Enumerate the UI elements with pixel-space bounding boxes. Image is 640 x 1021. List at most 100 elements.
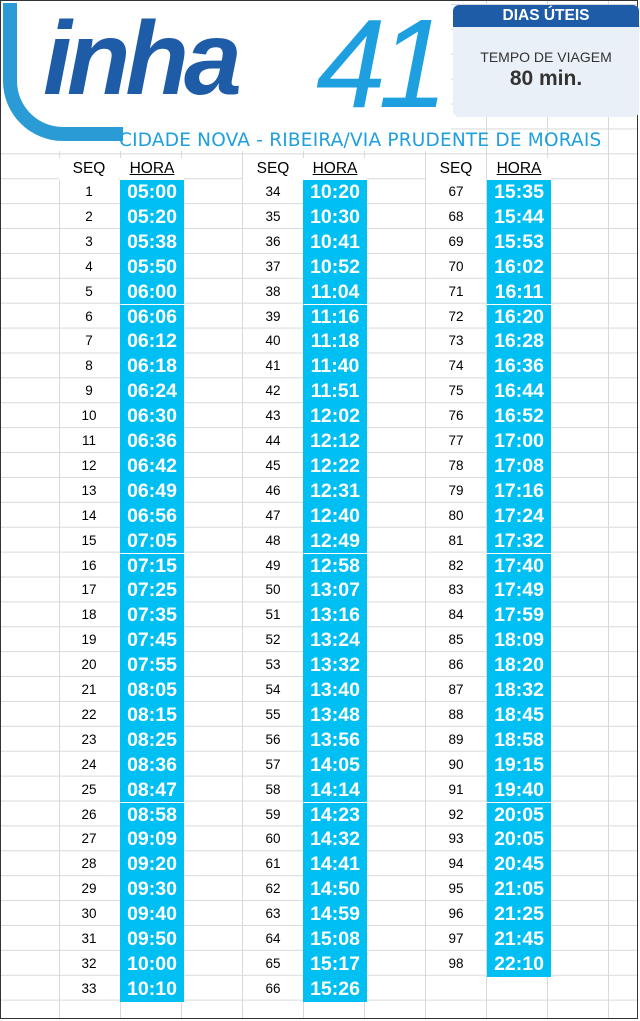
seq-cell: 39 (265, 308, 281, 324)
departure-time: 14:59 (303, 902, 367, 927)
seq-cell: 33 (81, 980, 97, 996)
departure-time: 12:31 (303, 478, 367, 504)
route-name: CIDADE NOVA - RIBEIRA/VIA PRUDENTE DE MO… (119, 130, 602, 151)
seq-cell: 87 (448, 682, 464, 697)
departure-time: 07:15 (120, 553, 184, 579)
departure-time: 14:23 (303, 802, 367, 828)
departure-time: 10:30 (303, 204, 367, 230)
departure-time: 14:32 (303, 827, 367, 853)
departure-time: 05:20 (120, 204, 184, 230)
departure-time: 16:44 (487, 379, 551, 405)
hora-header: HORA (487, 158, 551, 180)
seq-cell: 45 (265, 457, 281, 473)
seq-cell: 82 (448, 557, 464, 573)
departure-time: 14:41 (303, 852, 367, 878)
seq-cell: 41 (265, 358, 281, 374)
departure-time: 07:25 (120, 578, 184, 604)
departure-time: 18:09 (487, 628, 551, 654)
seq-cell: 36 (265, 233, 281, 249)
seq-cell: 84 (448, 607, 464, 623)
seq-cell: 42 (265, 383, 281, 399)
seq-cell: 22 (81, 706, 97, 722)
departure-time: 08:36 (120, 752, 184, 778)
seq-cell: 64 (265, 931, 281, 946)
seq-cell: 57 (265, 756, 281, 772)
seq-cell: 16 (81, 557, 97, 573)
seq-cell: 60 (265, 831, 281, 847)
departure-time: 10:10 (120, 976, 184, 1002)
departure-time: 10:20 (303, 180, 367, 205)
departure-time: 14:05 (303, 752, 367, 778)
seq-cell: 80 (448, 507, 464, 523)
seq-cell: 43 (265, 408, 281, 424)
departure-time: 20:45 (487, 852, 551, 878)
departure-time: 15:26 (303, 976, 367, 1002)
departure-time: 08:47 (120, 777, 184, 803)
seq-cell: 75 (448, 383, 464, 399)
seq-cell: 55 (265, 706, 281, 722)
departure-time: 11:16 (303, 304, 367, 330)
hora-header: HORA (303, 158, 367, 180)
departure-time: 10:52 (303, 254, 367, 280)
departure-time: 06:18 (120, 354, 184, 380)
seq-cell: 78 (448, 457, 464, 473)
departure-time: 16:28 (487, 329, 551, 355)
departure-time: 17:16 (487, 478, 551, 504)
departure-time: 09:50 (120, 927, 184, 952)
seq-cell: 10 (81, 408, 97, 424)
seq-cell: 28 (81, 856, 97, 872)
seq-cell: 29 (81, 881, 97, 897)
seq-header: SEQ (243, 158, 303, 180)
travel-time-value: 80 min. (509, 67, 583, 90)
departure-time: 17:24 (487, 503, 551, 529)
departure-time: 18:58 (487, 727, 551, 753)
seq-cell: 63 (265, 906, 281, 922)
departure-time: 08:05 (120, 678, 184, 703)
departure-time: 14:14 (303, 777, 367, 803)
seq-cell: 6 (85, 308, 93, 324)
departure-time: 18:45 (487, 702, 551, 728)
seq-cell: 26 (81, 806, 97, 822)
seq-cell: 54 (265, 682, 281, 697)
seq-cell: 37 (265, 258, 281, 274)
departure-time: 12:02 (303, 404, 367, 429)
logo-number: 41 (316, 0, 448, 134)
departure-time: 10:00 (120, 951, 184, 977)
seq-cell: 81 (448, 532, 464, 548)
departure-time: 13:40 (303, 678, 367, 703)
seq-cell: 7 (85, 333, 93, 349)
departure-time: 09:20 (120, 852, 184, 878)
departure-time: 09:30 (120, 877, 184, 903)
seq-cell: 70 (448, 258, 464, 274)
seq-cell: 27 (81, 831, 97, 847)
departure-time: 13:24 (303, 628, 367, 654)
seq-cell: 25 (81, 781, 97, 797)
departure-time: 16:20 (487, 304, 551, 330)
departure-time: 17:08 (487, 453, 551, 479)
seq-cell: 94 (448, 856, 464, 872)
departure-time: 05:50 (120, 254, 184, 280)
seq-cell: 66 (265, 980, 281, 996)
seq-cell: 44 (265, 433, 281, 448)
seq-cell: 4 (85, 258, 93, 274)
departure-time: 09:09 (120, 827, 184, 853)
departure-time: 12:58 (303, 553, 367, 579)
departure-time: 18:32 (487, 678, 551, 703)
logo-word: inha (43, 1, 242, 117)
seq-cell: 97 (448, 931, 464, 946)
seq-cell: 46 (265, 482, 281, 498)
seq-cell: 62 (265, 881, 281, 897)
departure-time: 12:22 (303, 453, 367, 479)
travel-time-label: TEMPO DE VIAGEM (480, 49, 612, 65)
info-box: DIAS ÚTEIS TEMPO DE VIAGEM 80 min. (453, 5, 639, 117)
seq-cell: 61 (265, 856, 281, 872)
seq-cell: 50 (265, 582, 281, 598)
departure-time: 17:59 (487, 603, 551, 629)
seq-cell: 1 (85, 184, 93, 199)
departure-time: 09:40 (120, 902, 184, 927)
departure-time: 07:55 (120, 653, 184, 678)
seq-cell: 59 (265, 806, 281, 822)
departure-time: 11:18 (303, 329, 367, 355)
departure-time: 06:30 (120, 404, 184, 429)
departure-time: 06:12 (120, 329, 184, 355)
